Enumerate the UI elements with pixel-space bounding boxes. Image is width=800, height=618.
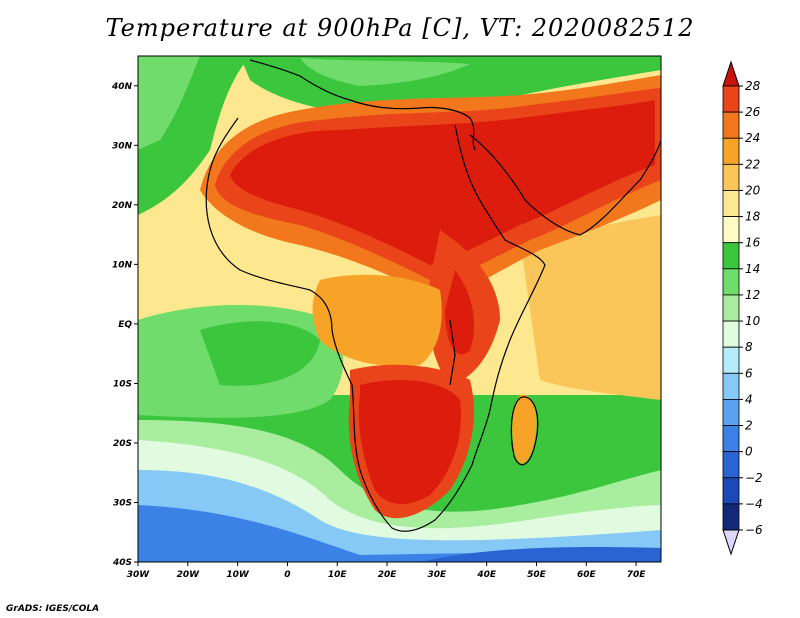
colorbar-segment [722,111,740,139]
longitude-axis: 30W 20W 10W 0 10E 20E 30E 40E 50E 60E 70E [127,562,647,580]
colorbar-label: 16 [745,236,761,250]
lat-tick-label: 20N [112,201,133,211]
colorbar-label: 0 [745,445,753,459]
colorbar-segment [722,242,740,270]
lat-tick-label: 40S [112,558,132,568]
lat-tick-label: 20S [113,439,132,449]
colorbar-label: 12 [745,288,760,302]
colorbar-label: −2 [745,471,763,485]
grads-credit: GrADS: IGES/COLA [6,604,100,614]
colorbar-segment [722,451,740,479]
lat-tick-label: 30S [113,498,132,508]
colorbar-label: −4 [745,497,763,511]
colorbar-label: 8 [745,340,753,354]
latitude-axis: 40N 30N 20N 10N EQ 10S 20S 30S 40S [111,82,138,568]
colorbar-label: 14 [745,262,760,276]
colorbar-label: 26 [745,105,761,119]
colorbar-top-cap [722,60,740,87]
lon-tick-label: 60E [577,570,597,580]
lon-tick-label: 10E [328,570,348,580]
lat-tick-label: 10N [112,260,133,270]
lat-tick-label: EQ [118,320,132,330]
lon-tick-label: 20W [177,570,201,580]
colorbar-segment [722,216,740,244]
colorbar-segment [722,137,740,165]
lat-tick-label: 10S [113,379,132,389]
colorbar-segment [722,85,740,113]
lon-tick-label: 30W [127,570,151,580]
lon-tick-label: 70E [627,570,647,580]
lon-tick-label: 10W [226,570,250,580]
colorbar-bottom-cap [722,529,740,556]
lat-tick-label: 40N [111,82,133,92]
colorbar-segment [722,477,740,505]
colorbar-label: 22 [745,157,760,171]
chart-title: Temperature at 900hPa [C], VT: 202008251… [105,14,695,42]
colorbar-label: 10 [745,314,761,328]
lon-tick-label: 50E [527,570,547,580]
colorbar-segment [722,399,740,426]
colorbar-segment [722,372,740,400]
coastlines [205,59,661,532]
temperature-field [138,56,661,562]
colorbar-segment [722,503,740,531]
colorbar-label: 4 [745,392,753,406]
lon-tick-label: 20E [378,570,398,580]
lat-tick-label: 30N [112,141,133,151]
colorbar-segment [722,346,740,374]
colorbar-segment [722,268,740,296]
plot-frame [137,55,662,563]
colorbar-label: 6 [745,366,753,380]
colorbar-label: 2 [745,419,753,433]
colorbar-segment [722,190,740,217]
lon-tick-label: 40E [476,570,497,580]
colorbar-label: −6 [745,523,763,537]
colorbar-segment [722,163,740,191]
colorbar-segment [722,294,740,322]
lon-tick-label: 0 [284,570,290,580]
colorbar-segment [722,425,740,453]
colorbar-segment [722,320,740,348]
colorbar-label: 18 [745,210,761,224]
lon-tick-label: 30E [428,570,448,580]
colorbar-label: 24 [745,131,760,145]
colorbar-label: 28 [745,79,761,93]
colorbar-label: 20 [745,183,761,197]
